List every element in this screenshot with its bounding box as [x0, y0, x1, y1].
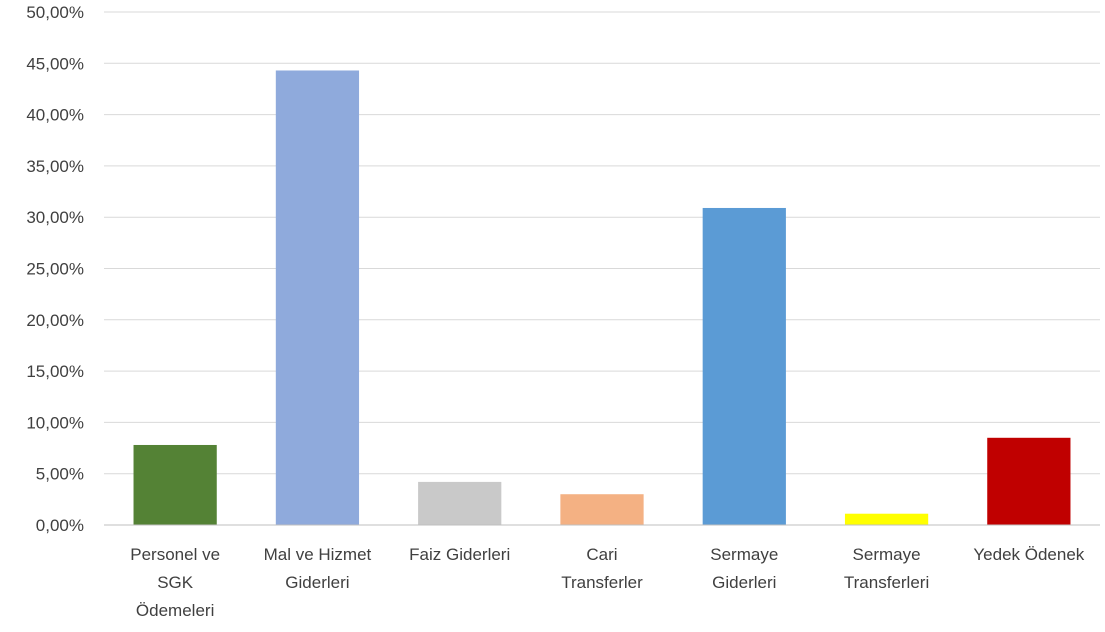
category-label-line: Mal ve Hizmet: [264, 545, 372, 564]
category-label: Sermaye Transferleri: [844, 545, 929, 592]
bars: [133, 70, 1071, 526]
category-label-line: Cari: [586, 545, 617, 564]
category-label-line: Ödemeleri: [136, 601, 214, 620]
y-tick-label: 45,00%: [26, 54, 84, 73]
category-label-line: Giderleri: [285, 573, 349, 592]
category-label-line: SGK: [157, 573, 194, 592]
y-axis-tick-labels: 0,00% 5,00% 10,00% 15,00% 20,00% 25,00% 30,00%…: [26, 3, 84, 535]
y-tick-label: 5,00%: [36, 465, 84, 484]
gridlines: [104, 11, 1100, 475]
y-tick-label: 35,00%: [26, 157, 84, 176]
y-tick-label: 40,00%: [26, 106, 84, 125]
category-label: Faiz Giderleri: [409, 545, 510, 564]
y-tick-label: 30,00%: [26, 208, 84, 227]
category-label: Yedek Ödenek: [973, 545, 1084, 564]
bar-3: [560, 494, 644, 525]
category-label-line: Giderleri: [712, 573, 776, 592]
category-label: Sermaye Giderleri: [710, 545, 778, 592]
y-tick-label: 15,00%: [26, 362, 84, 381]
category-label-line: Personel ve: [130, 545, 220, 564]
bar-4: [702, 207, 786, 525]
y-tick-label: 25,00%: [26, 260, 84, 279]
bar-5: [844, 513, 929, 525]
category-label: Cari Transferler: [561, 545, 643, 592]
category-label-line: Transferler: [561, 573, 643, 592]
y-tick-label: 0,00%: [36, 516, 84, 535]
bar-0: [133, 444, 217, 525]
y-tick-label: 20,00%: [26, 311, 84, 330]
category-label: Mal ve Hizmet Giderleri: [264, 545, 372, 592]
category-label-line: Faiz Giderleri: [409, 545, 510, 564]
bar-6: [987, 437, 1071, 525]
category-label-line: Transferleri: [844, 573, 929, 592]
category-label: Personel ve SGK Ödemeleri: [130, 545, 220, 620]
y-tick-label: 50,00%: [26, 3, 84, 22]
bar-1: [275, 70, 360, 526]
bar-2: [418, 481, 502, 525]
category-label-line: Sermaye: [710, 545, 778, 564]
category-label-line: Sermaye: [853, 545, 921, 564]
x-axis-category-labels: Personel ve SGK Ödemeleri Mal ve Hizmet Gide…: [130, 545, 1085, 620]
category-label-line: Yedek Ödenek: [973, 545, 1084, 564]
y-tick-label: 10,00%: [26, 413, 84, 432]
